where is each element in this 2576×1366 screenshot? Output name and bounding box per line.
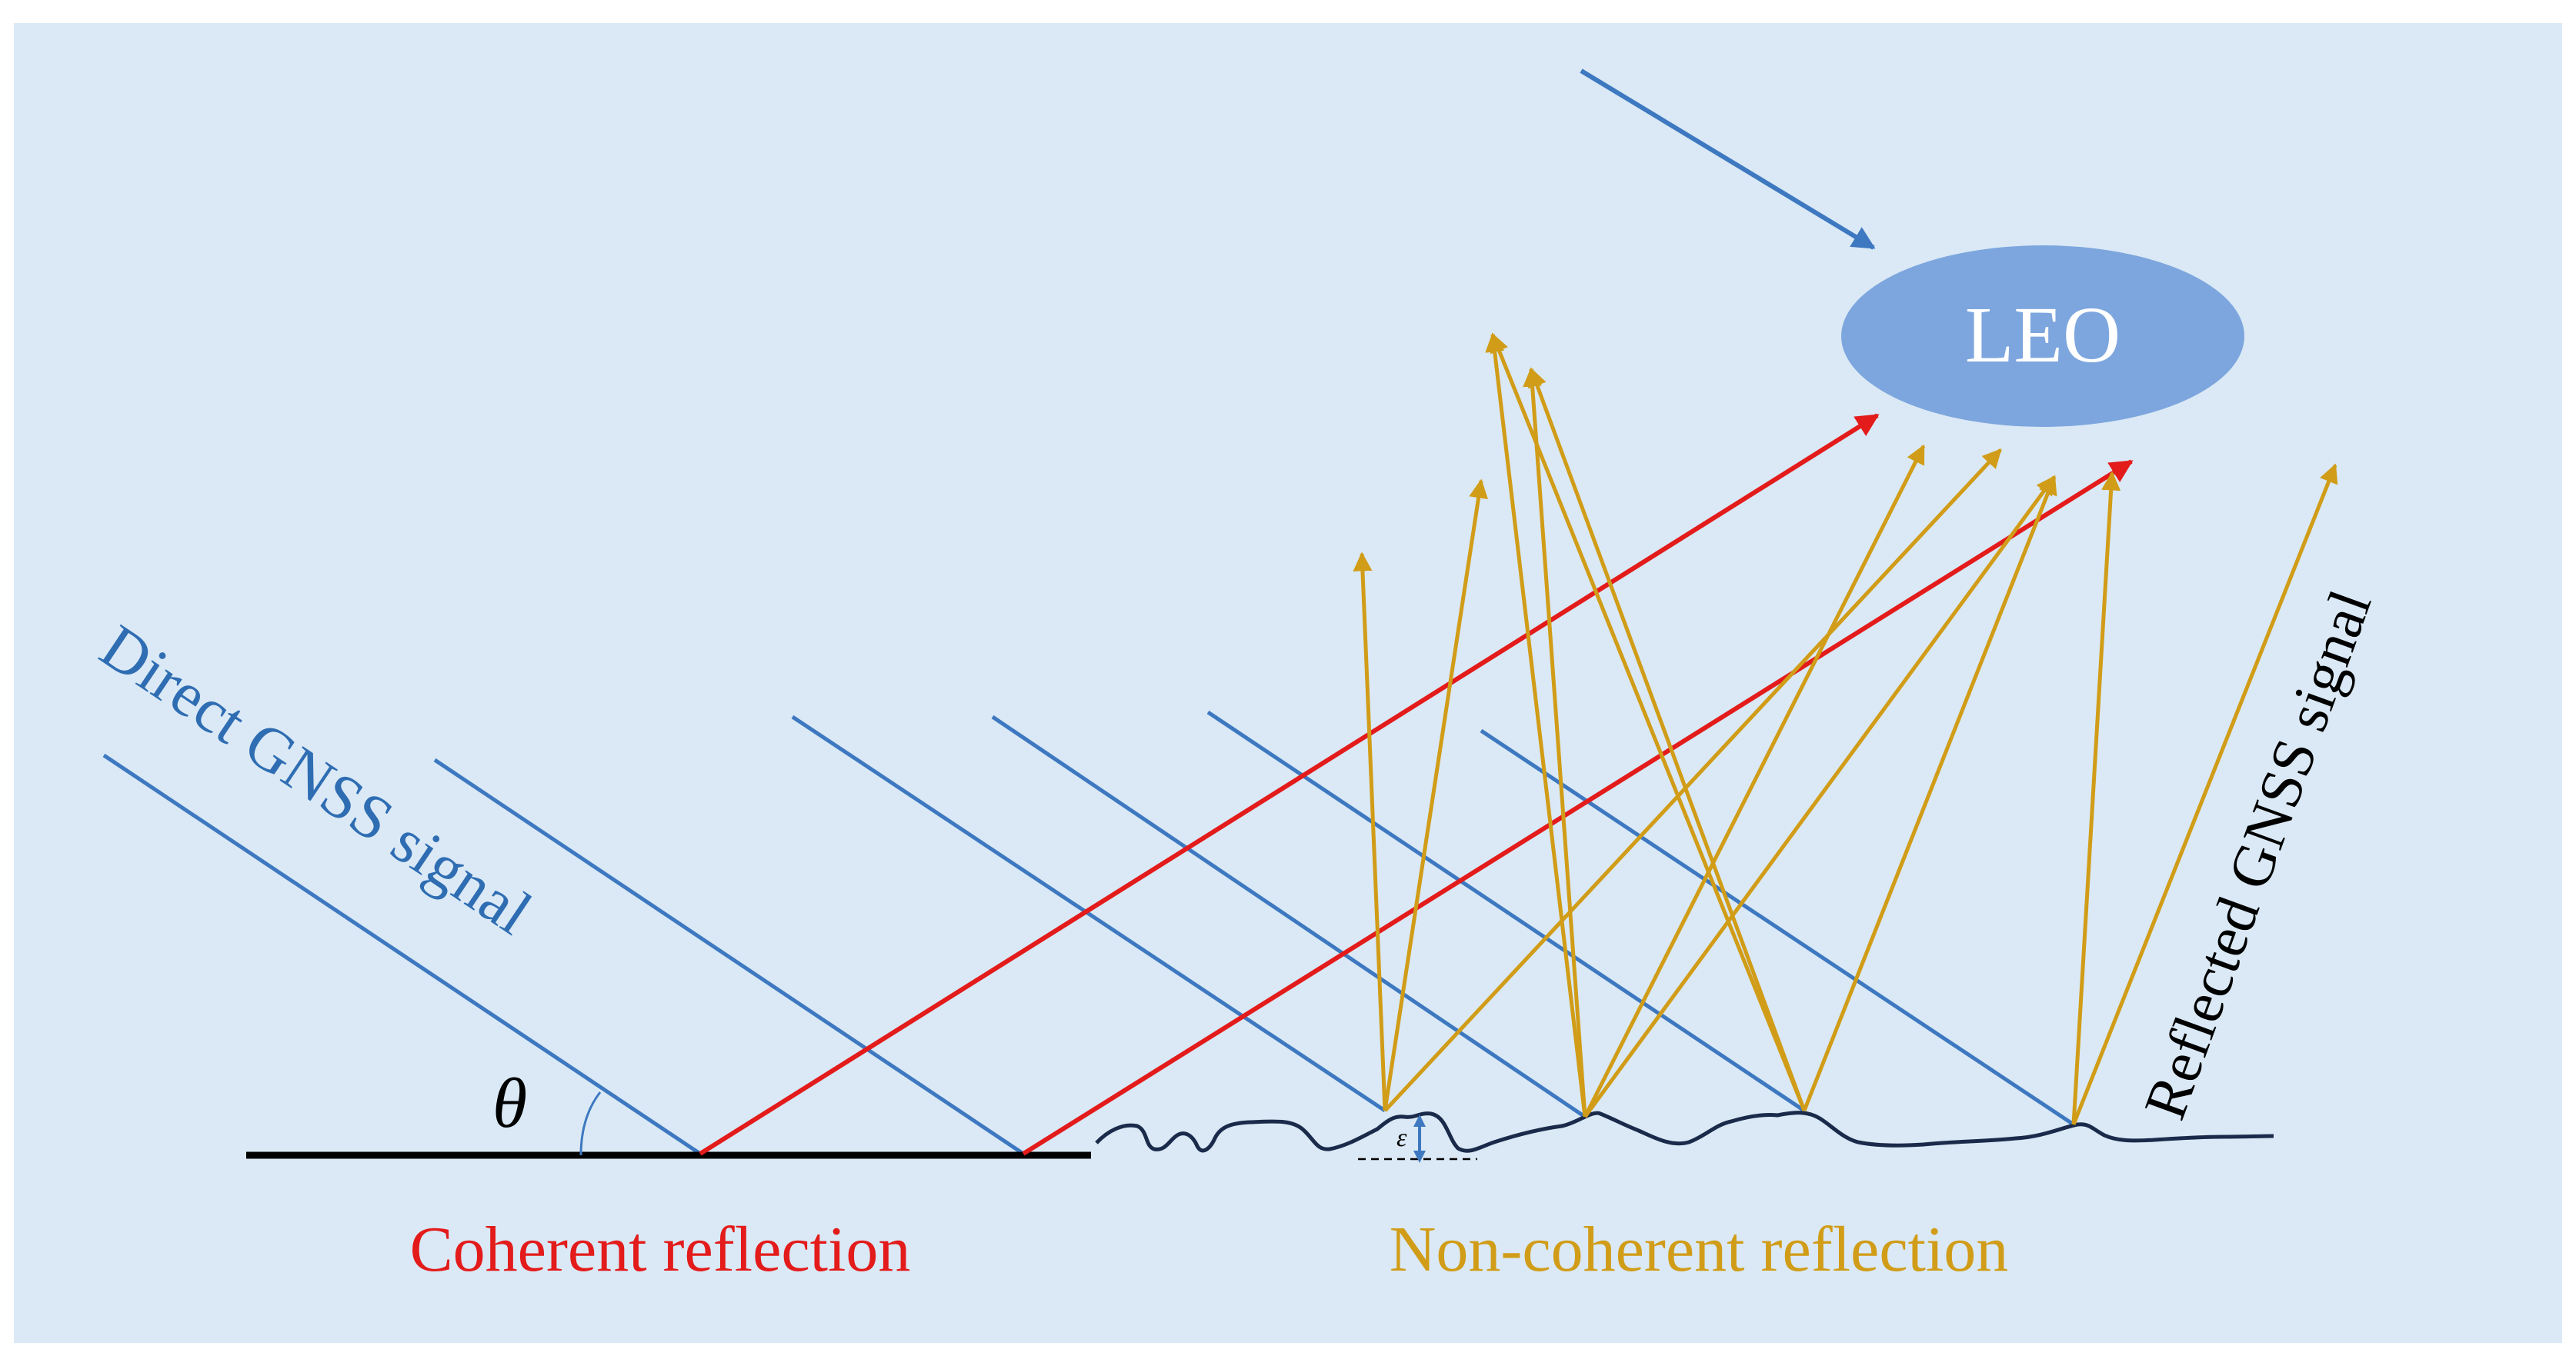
scatter-ray: [2071, 463, 2338, 1125]
scatter-ray: [1490, 332, 1807, 1111]
direct-line: [991, 715, 1587, 1119]
coherent-ray: [1022, 459, 2134, 1156]
scatter-ray: [1485, 332, 1587, 1118]
direct-signal-lines: [102, 710, 2075, 1156]
theta-arc: [579, 1091, 602, 1156]
scatter-ray: [1383, 448, 2002, 1112]
scatter-ray: [1383, 478, 1488, 1111]
background-panel: [14, 23, 2562, 1343]
ellipse-icon: [1841, 245, 2244, 427]
direct-line: [433, 758, 1025, 1156]
scatter-ray: [1523, 367, 1587, 1118]
scatter-ray: [1802, 475, 2057, 1111]
roughness-marker: ε: [1358, 1114, 1477, 1163]
theta-label: θ: [492, 1064, 527, 1142]
epsilon-label: ε: [1396, 1124, 1407, 1152]
coherent-reflections: [699, 413, 2134, 1156]
coherent-ray: [699, 413, 1880, 1156]
scatter-ray: [1528, 367, 1807, 1111]
scatter-ray: [1583, 475, 2057, 1118]
scatter-ray: [2071, 471, 2121, 1125]
scatter-ray: [1583, 444, 1926, 1118]
rough-surface: [1095, 1111, 2274, 1153]
direct-line: [1206, 710, 1806, 1113]
direct-line: [102, 753, 702, 1156]
leo-label: LEO: [1965, 291, 2121, 379]
noncoherent-caption: Non-coherent reflection: [1390, 1214, 2009, 1285]
incoming-arrow: [1580, 68, 1876, 250]
scatter-ray: [1353, 551, 1387, 1111]
direct-line: [1480, 728, 2075, 1127]
direct-line: [791, 715, 1386, 1113]
coherent-caption: Coherent reflection: [410, 1214, 911, 1285]
noncoherent-reflections: [1353, 332, 2338, 1125]
leo-satellite: LEO: [1841, 245, 2244, 427]
